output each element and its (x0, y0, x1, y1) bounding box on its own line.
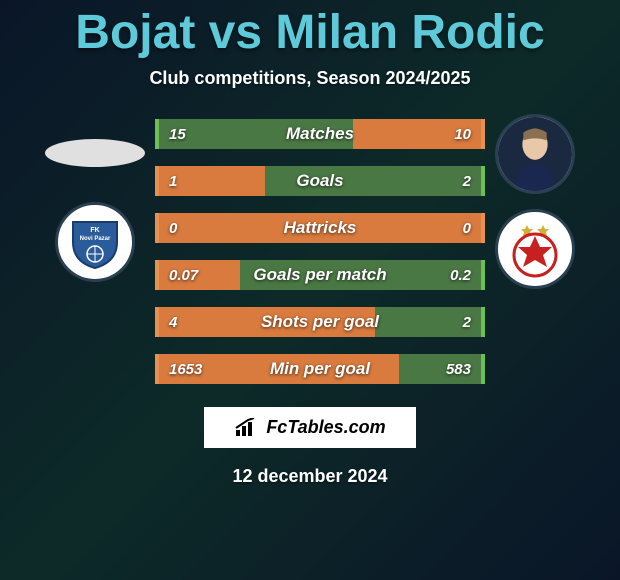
right-column (495, 114, 575, 289)
svg-text:Novi Pazar: Novi Pazar (80, 236, 111, 242)
svg-text:FK: FK (90, 227, 99, 234)
footer-brand-text: FcTables.com (266, 417, 385, 438)
player2-club-logo (495, 209, 575, 289)
player2-photo (495, 114, 575, 194)
comparison-area: FK Novi Pazar 1510Matches 12Goals 00Hattri… (0, 114, 620, 389)
stat-row-hattricks: 00Hattricks (155, 208, 485, 248)
stat-label: Shots per goal (155, 312, 485, 332)
player1-club-logo: FK Novi Pazar (55, 202, 135, 282)
stat-row-goals-per-match: 0.070.2Goals per match (155, 255, 485, 295)
left-column: FK Novi Pazar (45, 114, 145, 282)
stat-row-shots-per-goal: 42Shots per goal (155, 302, 485, 342)
stat-label: Goals (155, 171, 485, 191)
player1-photo (45, 139, 145, 167)
footer-brand: FcTables.com (204, 407, 415, 448)
footer-date: 12 december 2024 (232, 466, 387, 487)
stat-label: Matches (155, 124, 485, 144)
stat-row-min-per-goal: 1653583Min per goal (155, 349, 485, 389)
stats-column: 1510Matches 12Goals 00Hattricks 0.070.2Goal… (155, 114, 485, 389)
stat-label: Goals per match (155, 265, 485, 285)
stat-row-goals: 12Goals (155, 161, 485, 201)
chart-icon (234, 418, 258, 438)
stat-row-matches: 1510Matches (155, 114, 485, 154)
page-title: Bojat vs Milan Rodic (75, 5, 544, 60)
stat-label: Min per goal (155, 359, 485, 379)
subtitle: Club competitions, Season 2024/2025 (149, 68, 470, 89)
stat-label: Hattricks (155, 218, 485, 238)
